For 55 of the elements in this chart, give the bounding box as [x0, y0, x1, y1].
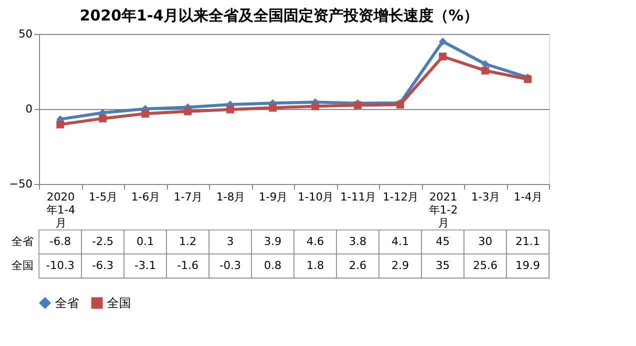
y-tick-label: 0	[26, 102, 32, 116]
legend-label: 全国	[107, 296, 131, 310]
data-label: 4.6	[306, 235, 324, 248]
x-tick-label: 1-9月	[258, 190, 288, 204]
data-label: -3.1	[134, 259, 156, 272]
point	[226, 106, 234, 114]
point	[141, 110, 150, 118]
legend-label: 全省	[55, 296, 79, 310]
data-label: -1.6	[177, 259, 198, 272]
x-tick-label: 1-7月	[174, 190, 203, 204]
data-label: 2.9	[392, 259, 409, 272]
point	[438, 38, 447, 46]
data-label: 30	[478, 235, 492, 248]
point	[56, 120, 64, 128]
point	[438, 52, 447, 60]
x-tick-label: 1-11月	[340, 190, 376, 204]
data-label: 1.2	[179, 235, 196, 248]
data-label: 1.8	[306, 259, 324, 272]
data-label: -6.3	[92, 259, 114, 272]
chart-title: 2020年1-4月以来全省及全国固定资产投资增长速度（%）	[80, 6, 479, 24]
data-label: -6.8	[50, 235, 71, 248]
data-label: -2.5	[92, 235, 114, 248]
text: 全国	[12, 259, 34, 272]
data-label: 45	[436, 235, 450, 248]
point	[311, 102, 320, 110]
point	[481, 66, 490, 74]
x-tick-label: 2020年1-4月	[46, 190, 76, 230]
x-tick-label: 1-10月	[298, 190, 334, 204]
y-tick-label: −50	[9, 178, 32, 190]
point	[268, 104, 277, 112]
point	[98, 114, 107, 122]
data-label: 35	[436, 259, 450, 272]
x-tick-label: 1-12月	[382, 190, 419, 204]
y-tick-label: 50	[18, 28, 32, 40]
data-label: 2.6	[349, 259, 366, 272]
x-tick-label: 1-4月	[514, 190, 543, 204]
data-label: 4.1	[392, 235, 409, 248]
data-label: 3	[226, 235, 234, 248]
text: 全省	[12, 235, 34, 248]
data-label: -10.3	[46, 259, 74, 272]
data-label: 0.8	[264, 259, 282, 272]
data-label: 25.6	[473, 259, 498, 272]
data-label: 0.1	[136, 235, 154, 248]
x-tick-label: 1-3月	[471, 190, 500, 204]
data-label: 21.1	[516, 235, 540, 248]
x-tick-label: 1-6月	[131, 190, 160, 204]
x-tick-label: 1-5月	[88, 190, 118, 204]
x-tick-label: 2021年1-2月	[428, 190, 458, 230]
data-label: 3.9	[264, 235, 282, 248]
data-label: 3.8	[349, 235, 366, 248]
x-tick-label: 1-8月	[216, 190, 246, 204]
data-label: 19.9	[516, 259, 540, 272]
data-label: -0.3	[220, 259, 241, 272]
point	[184, 108, 192, 116]
point	[481, 60, 490, 68]
